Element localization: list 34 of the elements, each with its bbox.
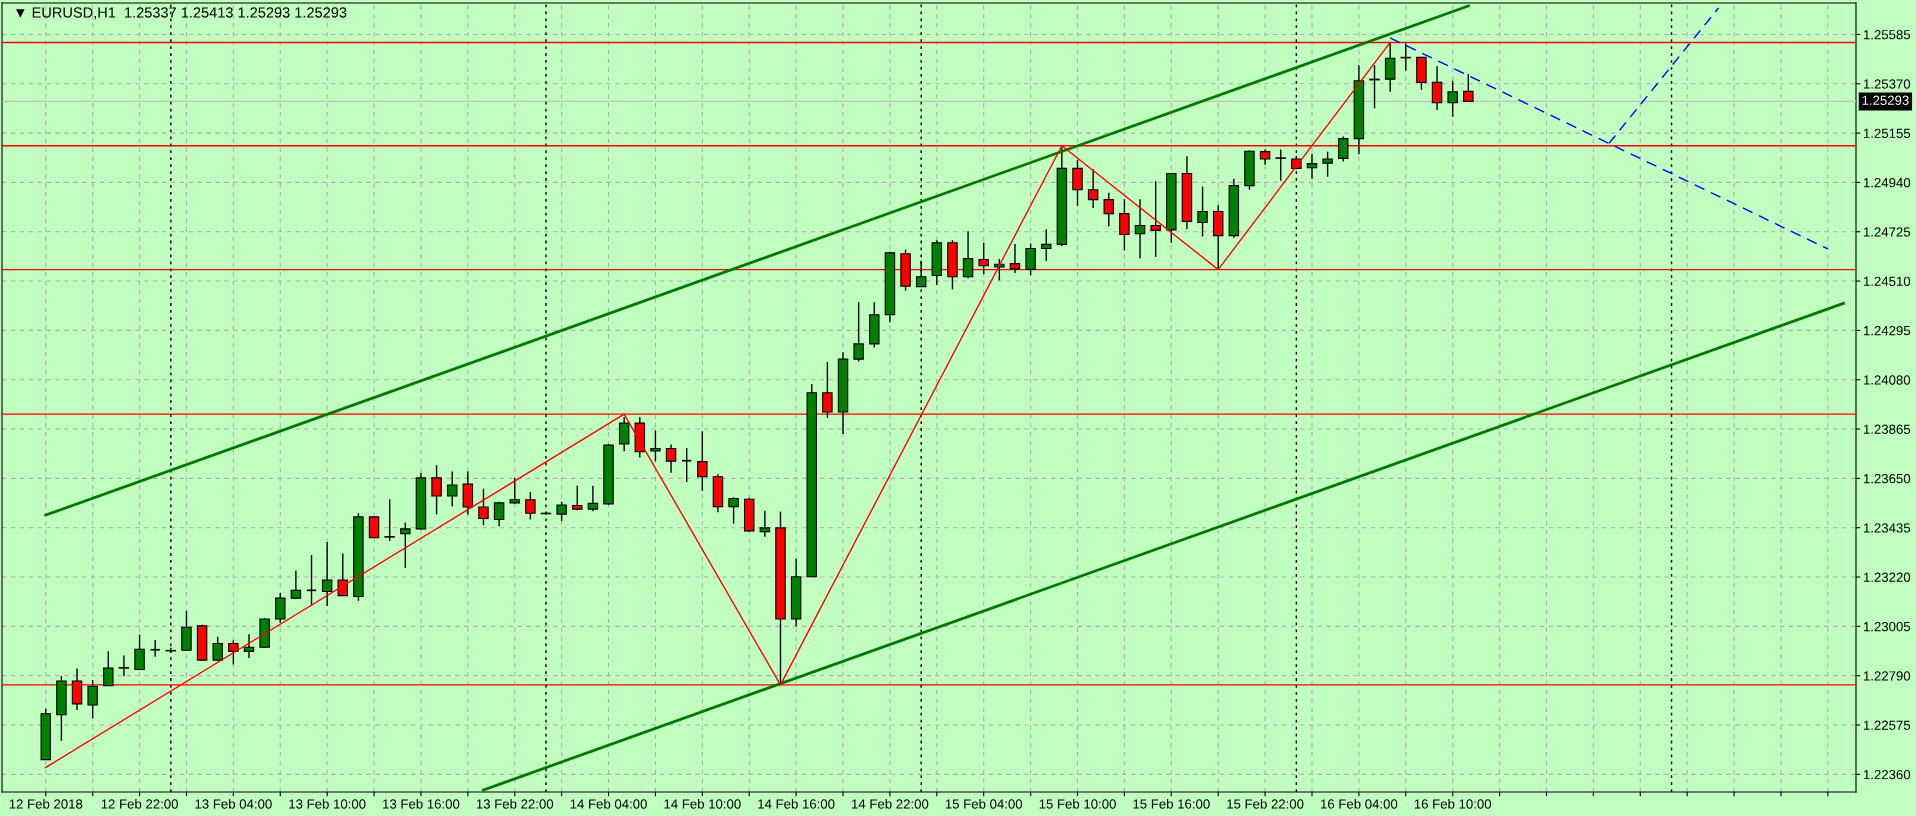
y-tick-label: 1.24725 xyxy=(1863,227,1911,237)
y-tick-label: 1.25585 xyxy=(1863,30,1911,40)
x-tick-label: 15 Feb 04:00 xyxy=(945,798,1023,809)
y-tick-label: 1.23435 xyxy=(1863,523,1911,533)
x-tick-label: 13 Feb 22:00 xyxy=(476,798,554,809)
y-tick-label: 1.25155 xyxy=(1863,128,1911,138)
x-tick-label: 14 Feb 22:00 xyxy=(852,798,929,809)
x-tick-label: 14 Feb 10:00 xyxy=(664,798,741,809)
y-tick-label: 1.23865 xyxy=(1863,424,1911,434)
x-tick-label: 14 Feb 04:00 xyxy=(570,798,647,809)
y-tick-label: 1.22360 xyxy=(1863,769,1911,780)
y-tick-label: 1.23005 xyxy=(1863,621,1911,632)
y-tick-label: 1.23220 xyxy=(1863,572,1911,582)
x-tick-label: 13 Feb 04:00 xyxy=(195,798,272,809)
y-tick-label: 1.24940 xyxy=(1863,177,1911,188)
y-tick-label: 1.24510 xyxy=(1863,276,1911,286)
y-tick-label: 1.23650 xyxy=(1863,473,1911,484)
y-tick-label: 1.24080 xyxy=(1863,375,1911,385)
x-tick-label: 15 Feb 10:00 xyxy=(1039,798,1116,809)
ref-line-label: 1.25293 xyxy=(1862,95,1909,105)
x-tick-label: 14 Feb 16:00 xyxy=(758,798,835,809)
x-tick-label: 16 Feb 10:00 xyxy=(1414,798,1492,809)
x-tick-label: 13 Feb 10:00 xyxy=(289,798,366,809)
y-tick-label: 1.22790 xyxy=(1863,671,1911,681)
x-tick-label: 15 Feb 22:00 xyxy=(1227,798,1304,809)
x-tick-label: 16 Feb 04:00 xyxy=(1321,798,1398,809)
chart-title: ▼ EURUSD,H1 1.25337 1.25413 1.25293 1.25293 xyxy=(16,7,347,20)
x-tick-label: 12 Feb 22:00 xyxy=(101,798,178,809)
y-tick-label: 1.25370 xyxy=(1863,79,1911,89)
x-tick-label: 13 Feb 16:00 xyxy=(383,798,460,809)
x-tick-label: 15 Feb 16:00 xyxy=(1133,798,1210,809)
y-tick-label: 1.22575 xyxy=(1863,720,1911,730)
y-tick-label: 1.24295 xyxy=(1863,325,1911,336)
x-tick-label: 12 Feb 2018 xyxy=(9,798,83,809)
